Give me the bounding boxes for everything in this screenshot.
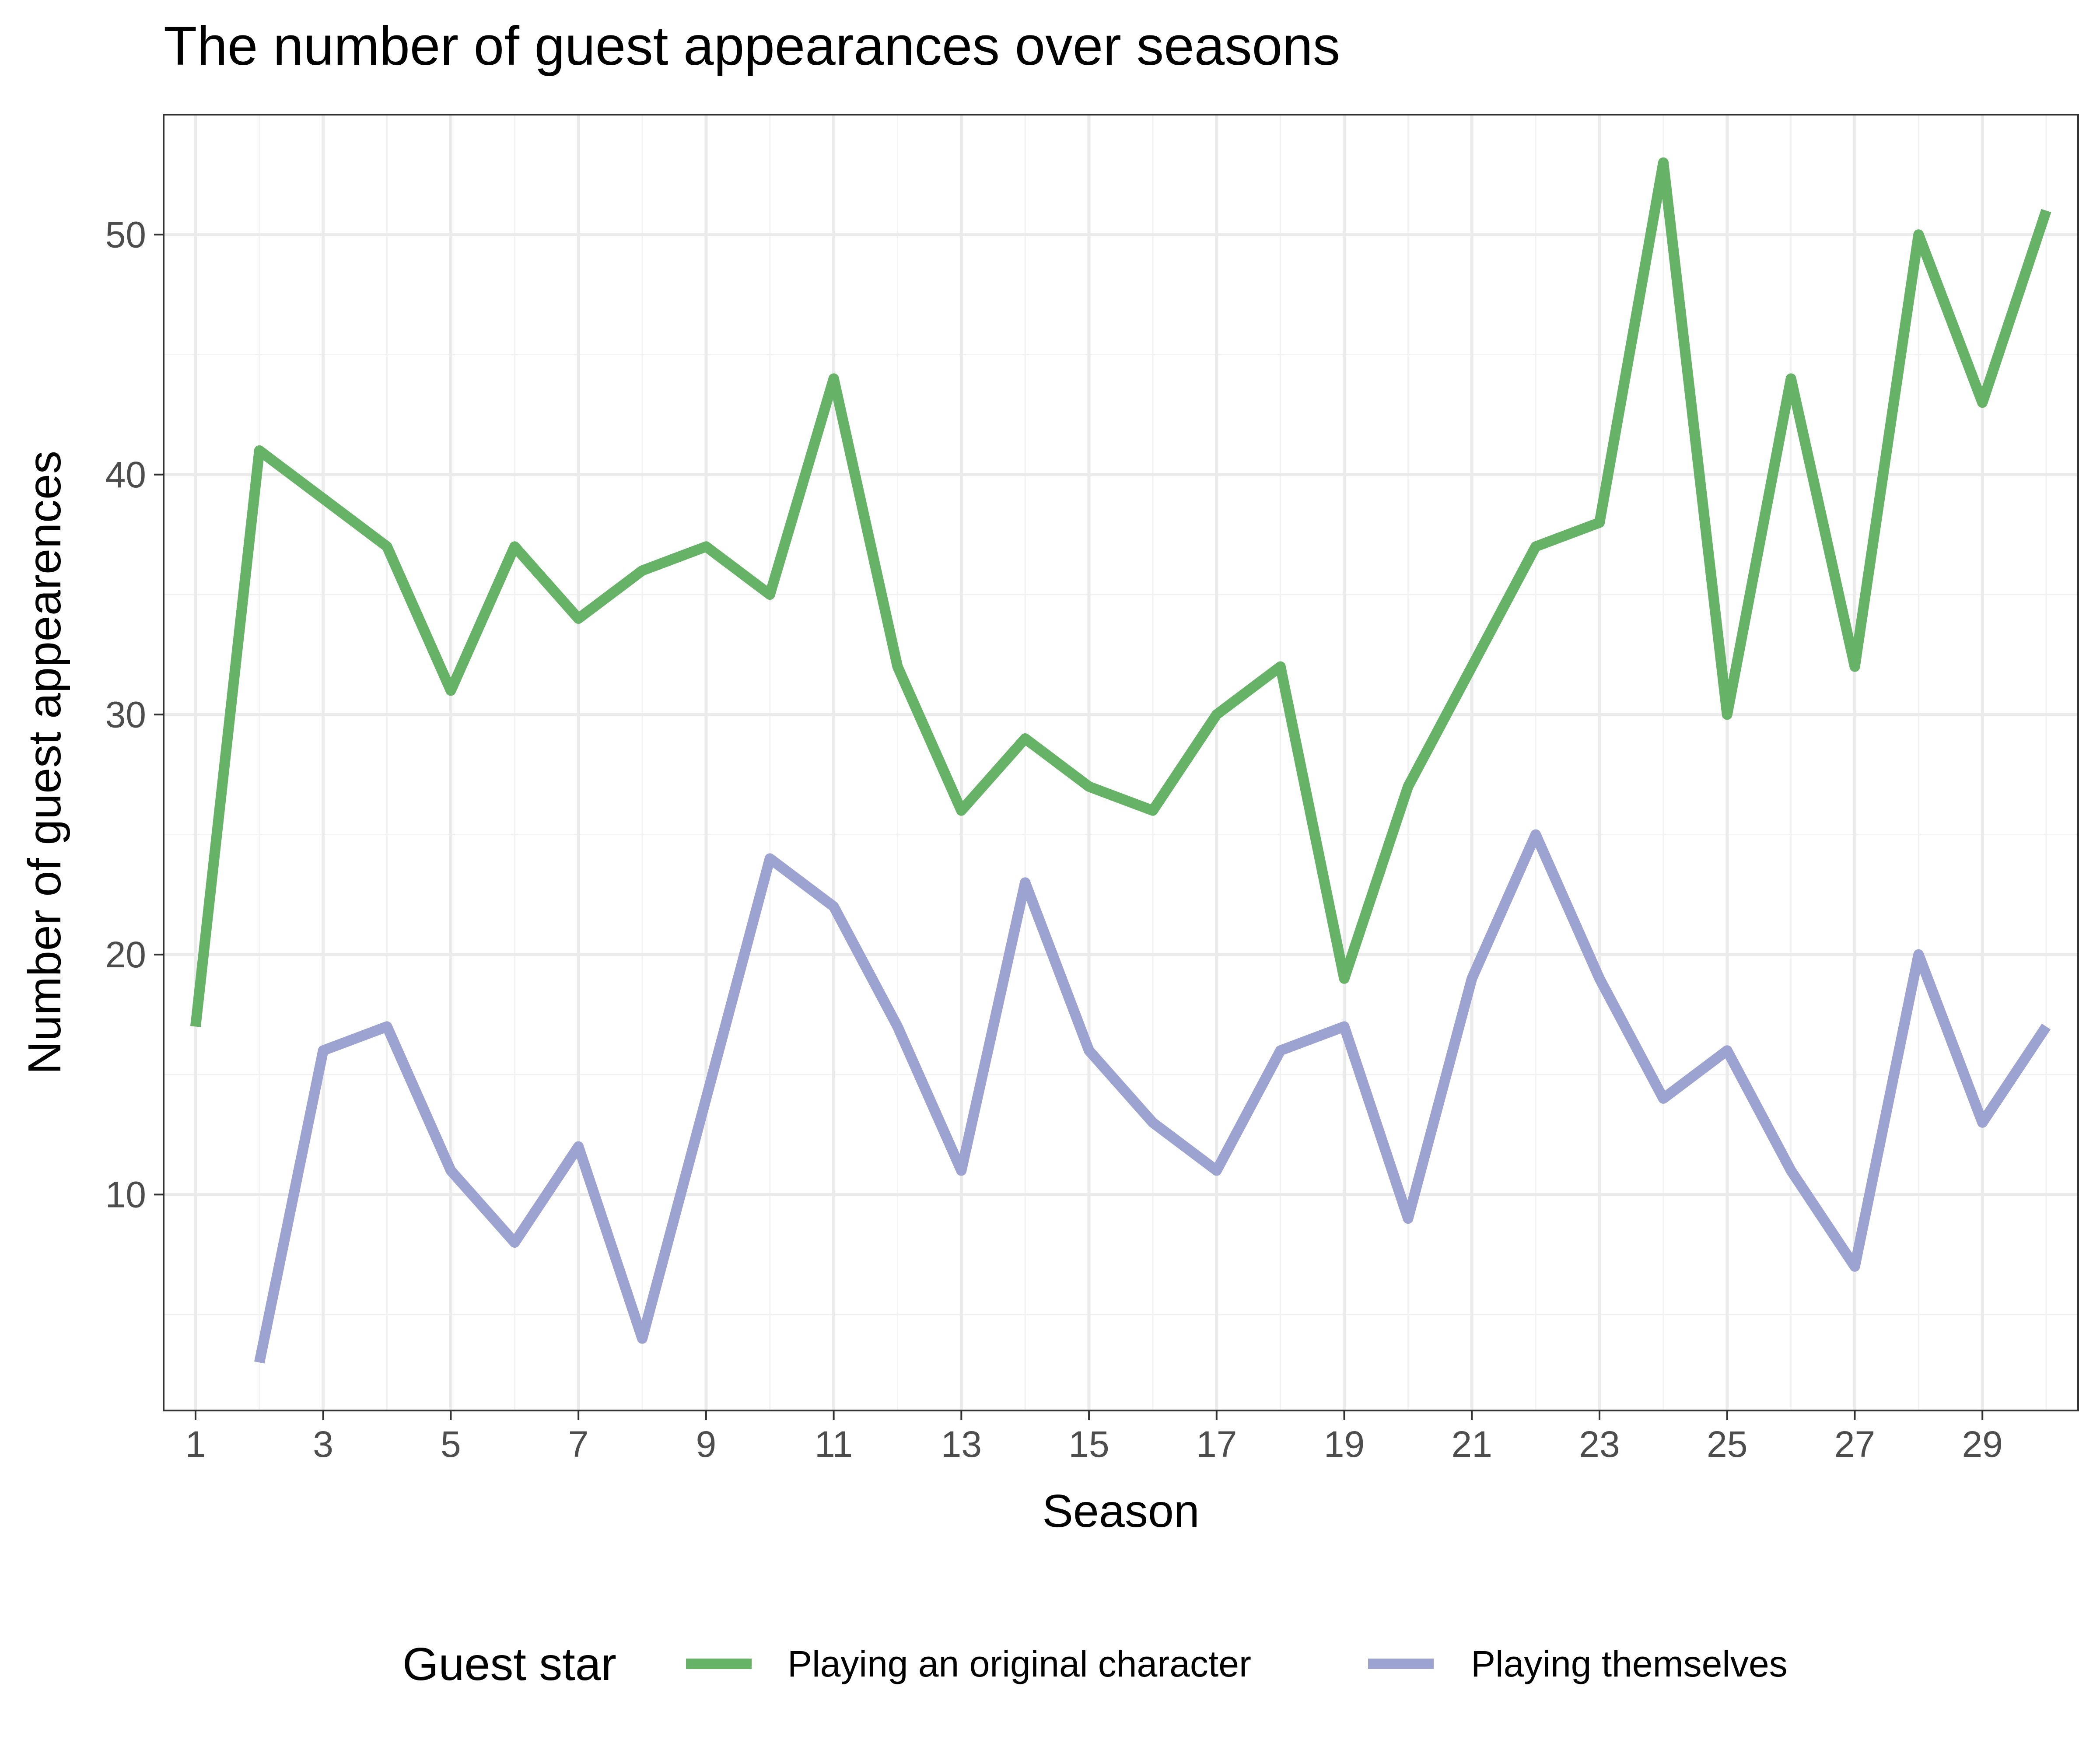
x-tick-label: 25 bbox=[1707, 1424, 1747, 1465]
legend-label-original-character: Playing an original character bbox=[788, 1643, 1251, 1684]
x-tick-label: 19 bbox=[1324, 1424, 1365, 1465]
x-tick-label: 3 bbox=[313, 1424, 333, 1465]
x-axis-title: Season bbox=[1042, 1485, 1200, 1537]
grid bbox=[164, 115, 2078, 1410]
x-tick-label: 5 bbox=[441, 1424, 461, 1465]
series-line-themselves bbox=[254, 829, 2051, 1364]
series-line-original-character bbox=[190, 157, 2051, 1027]
y-axis-title: Number of guest appearences bbox=[19, 451, 70, 1074]
x-tick-label: 21 bbox=[1452, 1424, 1492, 1465]
x-tick-label: 17 bbox=[1196, 1424, 1237, 1465]
x-tick-label: 15 bbox=[1068, 1424, 1109, 1465]
x-tick-label: 13 bbox=[941, 1424, 982, 1465]
y-tick-label: 20 bbox=[105, 934, 146, 975]
x-tick-label: 11 bbox=[815, 1424, 853, 1465]
x-tick-label: 27 bbox=[1834, 1424, 1875, 1465]
legend-label-themselves: Playing themselves bbox=[1471, 1643, 1788, 1684]
y-tick-label: 50 bbox=[105, 214, 146, 255]
x-tick-label: 9 bbox=[696, 1424, 717, 1465]
series-lines bbox=[190, 157, 2051, 1364]
x-tick-label: 7 bbox=[568, 1424, 589, 1465]
legend-title: Guest star bbox=[402, 1638, 616, 1690]
plot-panel-border bbox=[163, 114, 2079, 1411]
y-tick-label: 10 bbox=[105, 1174, 146, 1215]
legend: Guest star Playing an original character… bbox=[402, 1638, 1788, 1690]
x-tick-label: 1 bbox=[186, 1424, 206, 1465]
x-tick-label: 23 bbox=[1579, 1424, 1620, 1465]
x-tick-label: 29 bbox=[1962, 1424, 2002, 1465]
chart-title: The number of guest appearances over sea… bbox=[164, 16, 1340, 77]
y-tick-label: 30 bbox=[105, 694, 146, 735]
y-tick-label: 40 bbox=[105, 454, 146, 495]
